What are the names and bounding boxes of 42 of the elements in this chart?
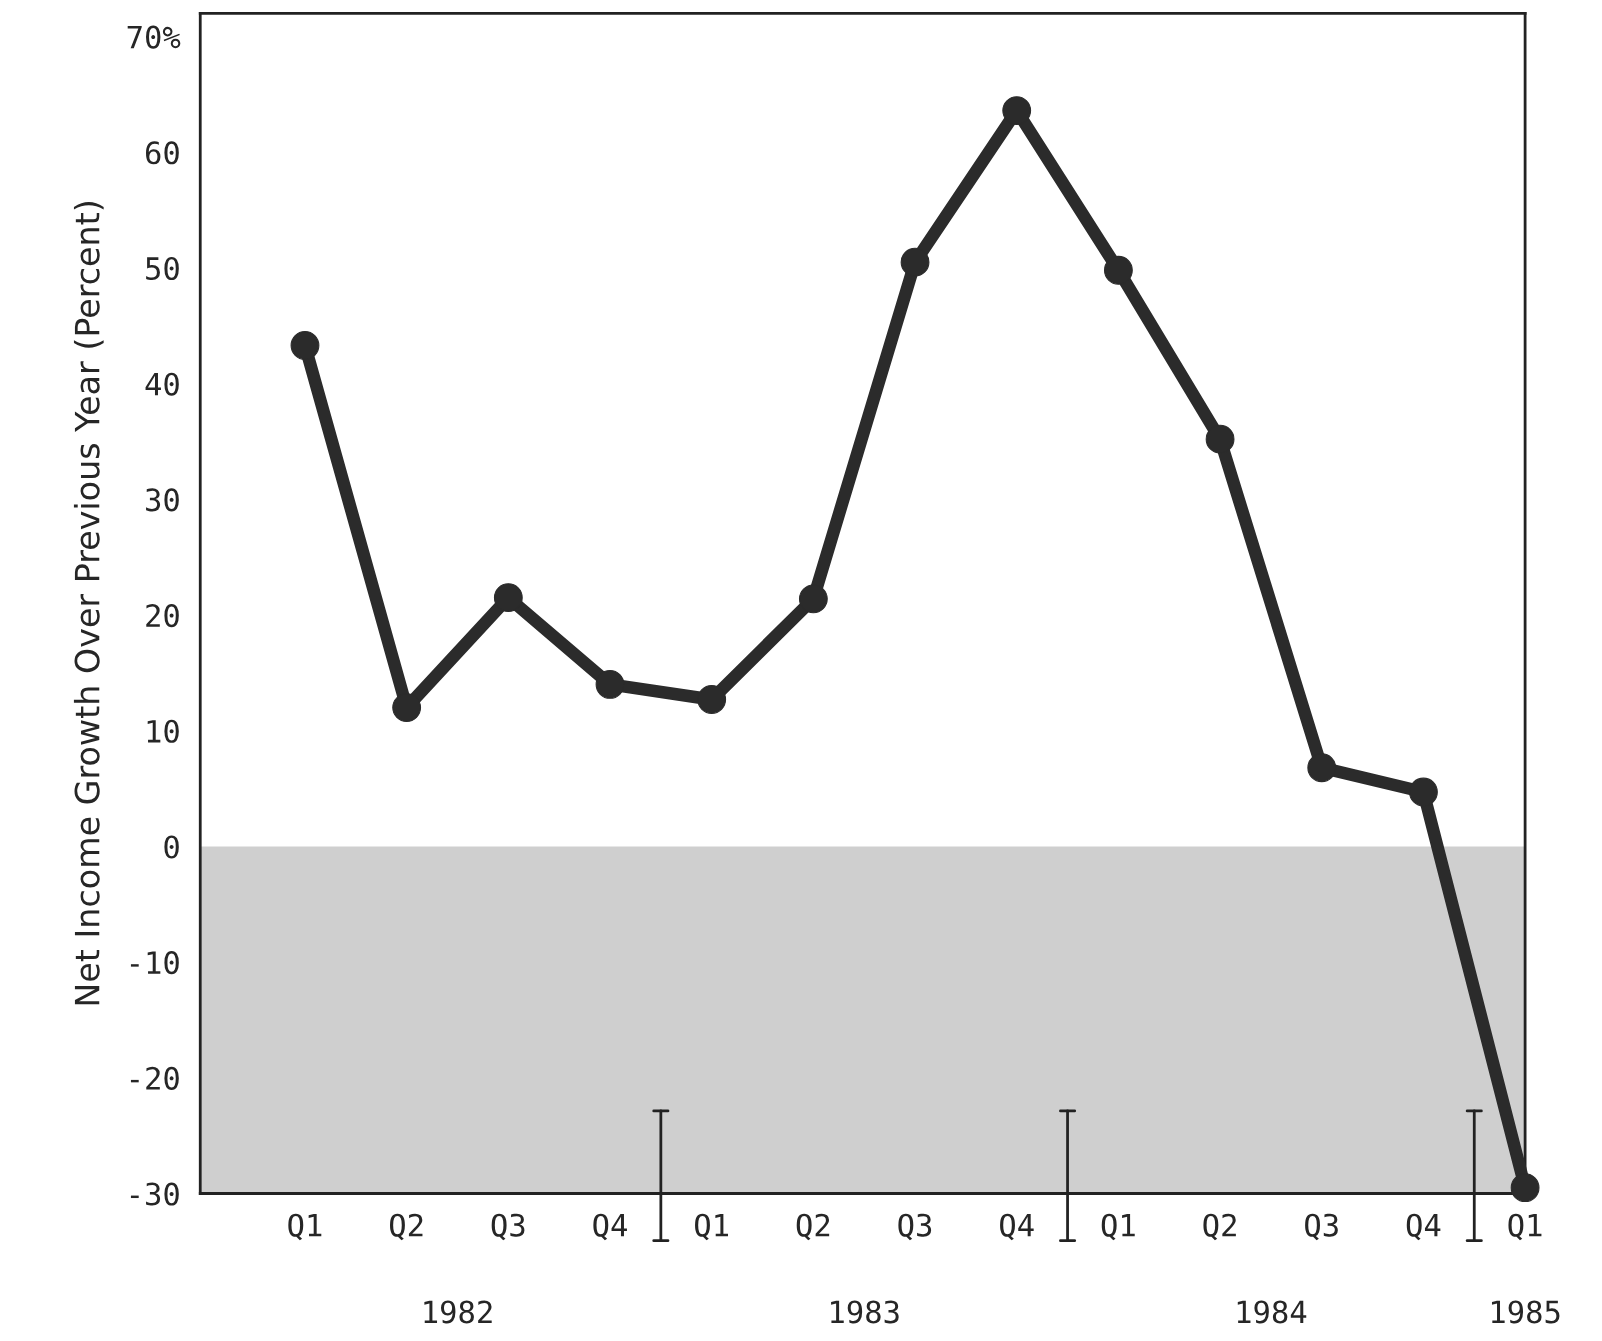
x-tick-label: Q3 — [898, 1213, 932, 1241]
x-tick-label: Q2 — [796, 1213, 830, 1241]
point — [798, 584, 828, 614]
y-tick-label: 50 — [146, 256, 179, 281]
point — [1510, 1173, 1540, 1203]
x-tick-label: Q1 — [1101, 1213, 1135, 1241]
y-tick-label: 20 — [146, 604, 179, 628]
y-tick-label: -20 — [130, 1066, 179, 1090]
point — [900, 247, 930, 277]
point — [1307, 753, 1337, 783]
y-axis-title: Net Income Growth Over Previous Year (Percent) — [73, 202, 104, 1005]
x-tick-label: Q3 — [491, 1213, 525, 1241]
point — [595, 670, 625, 699]
y-tick-label: 30 — [146, 488, 179, 512]
x-tick-label: Q2 — [1203, 1213, 1236, 1241]
point — [697, 685, 727, 714]
text: 1982 — [424, 1300, 492, 1324]
text: 1984 — [1237, 1300, 1307, 1324]
point — [1205, 424, 1235, 454]
x-tick-label: Q4 — [593, 1213, 627, 1241]
y-tick-label: 70% — [127, 25, 181, 49]
point — [1103, 255, 1133, 285]
y-tick-label: -30 — [130, 1182, 179, 1206]
text: 1983 — [831, 1300, 899, 1324]
y-tick-label: 40 — [145, 372, 179, 396]
y-tick-label: 10 — [147, 719, 179, 743]
x-tick-label: Q4 — [1406, 1213, 1441, 1241]
x-tick-label: Q1 — [1508, 1213, 1542, 1241]
point — [290, 331, 320, 360]
y-tick-label: -10 — [130, 951, 179, 975]
point — [493, 583, 523, 613]
x-tick-label: Q4 — [1000, 1213, 1034, 1241]
point — [392, 693, 422, 722]
y-tick-label: 60 — [146, 141, 179, 165]
x-tick-label: Q3 — [1305, 1213, 1338, 1241]
x-tick-label: Q1 — [288, 1213, 322, 1241]
point — [1409, 777, 1438, 807]
x-tick-label: Q1 — [695, 1213, 729, 1241]
point — [1002, 96, 1032, 125]
text: 1985 — [1491, 1300, 1560, 1324]
x-tick-label: Q2 — [390, 1213, 423, 1241]
y-tick-label: 0 — [164, 835, 179, 859]
